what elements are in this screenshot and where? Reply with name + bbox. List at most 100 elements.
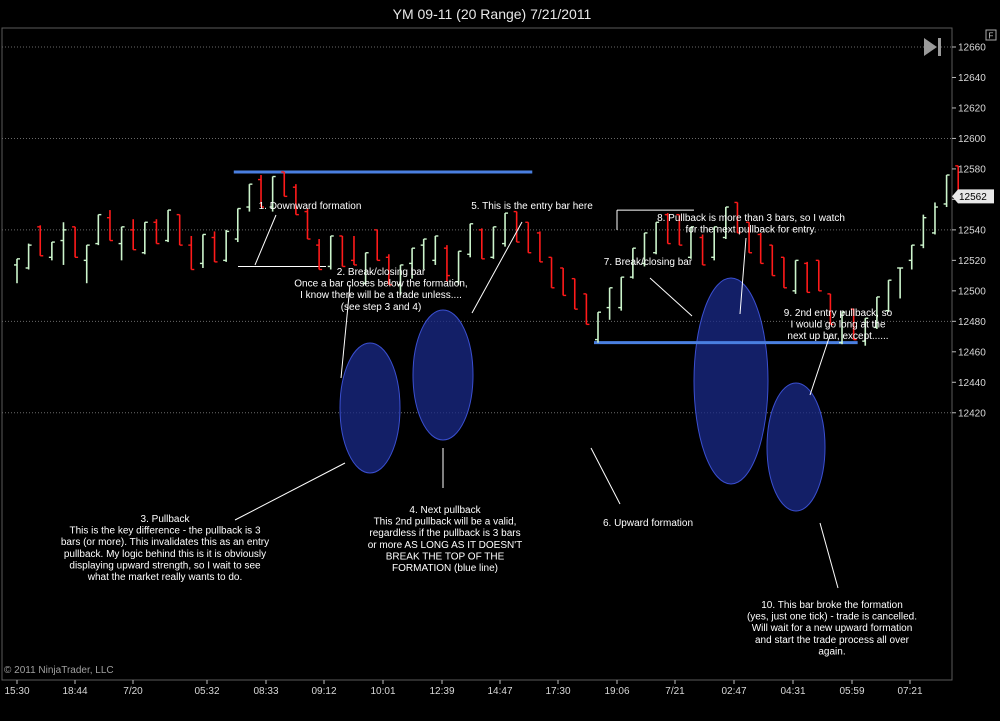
last-price-marker: [952, 189, 994, 204]
scroll-end-button[interactable]: [924, 38, 941, 56]
x-tick-label: 12:39: [429, 686, 454, 697]
price-bar: [211, 231, 218, 263]
price-bar: [815, 259, 822, 292]
plot-frame: [1, 27, 953, 681]
pointer-line: [234, 462, 346, 521]
price-bar: [641, 232, 648, 267]
annotation-line: for the next pullback for entry.: [686, 225, 817, 236]
price-bar: [467, 223, 474, 258]
price-bar: [490, 226, 497, 259]
x-tick-label: 17:30: [545, 686, 570, 697]
price-bar: [885, 279, 892, 313]
price-bar: [199, 233, 206, 268]
annotation-line: next up bar, except......: [787, 331, 888, 342]
pullback-ellipse: [693, 277, 769, 485]
pullback-ellipse: [412, 309, 474, 441]
pointer-line: [340, 284, 351, 379]
annotation-line: BREAK THE TOP OF THE: [386, 551, 505, 562]
price-bar: [897, 267, 904, 299]
price-bar: [153, 219, 160, 245]
price-bar: [850, 308, 857, 341]
price-bar: [653, 221, 660, 255]
annotation-line: 8. Pullback is more than 3 bars, so I wa…: [657, 213, 845, 224]
price-bar: [339, 235, 346, 268]
pullback-ellipses: [339, 277, 826, 512]
price-bar: [734, 201, 741, 234]
price-bar: [664, 213, 671, 245]
y-tick-label: 12640: [958, 73, 986, 84]
gridlines: [1, 27, 953, 681]
y-tick-label: 12580: [958, 164, 986, 175]
price-bar: [792, 259, 799, 294]
time-axis: 15:30 18:44 7/20 05:32 08:33 09:12 10:01 12:39 1…: [4, 680, 923, 697]
pointer-line: [649, 277, 693, 317]
price-bar: [374, 229, 381, 262]
price-bar: [443, 245, 450, 282]
annotation-line: or more AS LONG AS IT DOESN'T: [368, 540, 523, 551]
x-tick-label: 09:12: [311, 686, 336, 697]
price-bar: [722, 206, 729, 240]
y-tick-label: 12460: [958, 347, 986, 358]
annotation-line: (yes, just one tick) - trade is cancelle…: [747, 612, 917, 623]
annotation-line: again.: [818, 646, 845, 657]
price-bars: [14, 165, 962, 346]
copyright: © 2011 NinjaTrader, LLC: [4, 665, 114, 676]
annotation-3: 3. Pullback This is the key difference - …: [61, 514, 269, 583]
annotation-1: 1. Downward formation: [259, 201, 362, 212]
annotation-line: 4. Next pullback: [409, 505, 481, 516]
annotation-9: 9. 2nd entry pullback, so I would go long…: [784, 308, 893, 342]
price-bar: [385, 254, 392, 286]
price-bar: [95, 213, 102, 246]
price-bar: [943, 174, 950, 208]
x-tick-label: 15:30: [4, 686, 29, 697]
chart-title: YM 09-11 (20 Range) 7/21/2011: [393, 6, 592, 22]
y-tick-label: 12500: [958, 286, 986, 297]
y-tick-label: 12420: [958, 408, 986, 419]
annotation-line: 6. Upward formation: [603, 518, 693, 529]
pointer-line: [590, 447, 621, 505]
annotation-line: This is the key difference - the pullbac…: [69, 526, 260, 537]
price-bar: [37, 225, 44, 257]
pullback-ellipse: [339, 342, 401, 474]
annotation-line: what the market really wants to do.: [87, 572, 243, 583]
price-bar: [327, 235, 334, 270]
price-bar: [118, 226, 125, 261]
price-bar: [560, 267, 567, 297]
annotation-7: 7. Break/closing bar: [604, 257, 693, 268]
price-bar: [397, 264, 404, 296]
annotation-line: pullback. My logic behind this is it is …: [64, 549, 266, 560]
price-bar: [14, 258, 20, 284]
pointer-line: [739, 237, 747, 315]
x-tick-label: 05:32: [194, 686, 219, 697]
price-bar: [525, 221, 532, 254]
price-bar: [804, 261, 811, 294]
annotation-line: bars (or more). This invalidates this as…: [61, 537, 269, 548]
pointer-line: [471, 221, 523, 314]
price-bar: [513, 210, 520, 243]
f-button[interactable]: F: [985, 29, 997, 41]
price-bar: [246, 183, 253, 212]
price-bar: [316, 239, 323, 271]
y-tick-label: 12480: [958, 317, 986, 328]
price-bar: [839, 311, 846, 345]
price-bar: [362, 252, 369, 285]
annotation-line: I know there will be a trade unless....: [300, 290, 462, 301]
y-tick-label: 12620: [958, 103, 986, 114]
price-bar: [165, 209, 172, 243]
annotation-line: 10. This bar broke the formation: [761, 600, 903, 611]
x-tick-label: 05:59: [839, 686, 864, 697]
price-bar: [83, 244, 90, 284]
price-bar: [304, 208, 311, 240]
annotation-6: 6. Upward formation: [603, 518, 693, 529]
price-bar: [258, 175, 265, 208]
y-tick-label: 12520: [958, 256, 986, 267]
price-bar: [873, 296, 880, 329]
x-tick-label: 14:47: [487, 686, 512, 697]
price-bar: [420, 238, 427, 270]
price-bar: [583, 293, 590, 326]
price-bar: [281, 171, 288, 198]
x-tick-label: 18:44: [62, 686, 87, 697]
x-tick-label: 19:06: [604, 686, 629, 697]
price-bar: [176, 213, 183, 246]
